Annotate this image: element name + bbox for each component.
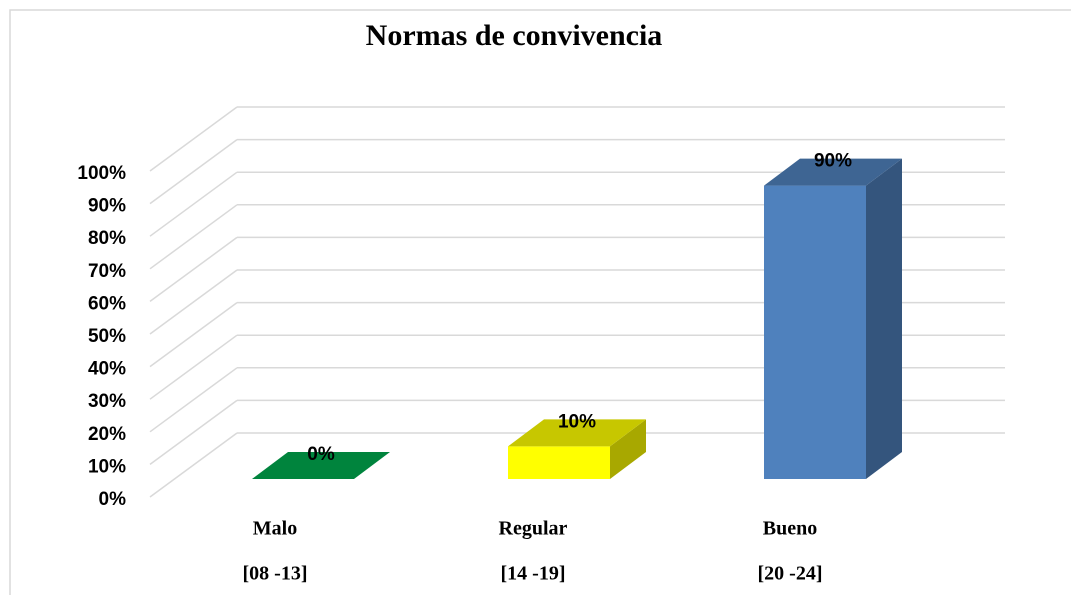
bar-front bbox=[764, 185, 866, 479]
bar-front bbox=[508, 446, 610, 479]
value-label: 0% bbox=[307, 444, 335, 465]
y-tick-label: 60% bbox=[88, 293, 126, 314]
x-tick-sublabel: [08 -13] bbox=[243, 563, 308, 585]
x-tick-label: Regular bbox=[499, 518, 568, 540]
chart-title: Normas de convivencia bbox=[366, 19, 663, 52]
bar-top bbox=[764, 158, 902, 186]
grid-line bbox=[149, 367, 238, 433]
x-tick-sublabel: [20 -24] bbox=[758, 563, 823, 585]
y-tick-label: 20% bbox=[88, 424, 126, 445]
y-tick-label: 90% bbox=[88, 196, 126, 217]
x-tick-label: Malo bbox=[253, 518, 297, 540]
y-tick-label: 100% bbox=[77, 163, 126, 184]
grid-line bbox=[149, 236, 238, 303]
y-tick-label: 70% bbox=[88, 261, 126, 282]
grid-line bbox=[149, 171, 238, 237]
grid-line bbox=[149, 432, 238, 498]
grid-line bbox=[149, 399, 238, 466]
y-tick-label: 30% bbox=[88, 391, 126, 412]
grid-line bbox=[149, 334, 238, 400]
y-tick-label: 80% bbox=[88, 228, 126, 249]
value-label: 90% bbox=[814, 151, 852, 172]
y-tick-label: 10% bbox=[88, 456, 126, 477]
x-tick-sublabel: [14 -19] bbox=[501, 563, 566, 585]
y-tick-label: 50% bbox=[88, 326, 126, 347]
value-label: 10% bbox=[558, 411, 596, 432]
bar-top bbox=[508, 419, 646, 447]
grid-line bbox=[149, 138, 238, 205]
y-tick-label: 40% bbox=[88, 359, 126, 380]
grid-line bbox=[149, 301, 238, 368]
bar-top bbox=[252, 452, 390, 479]
bar-side bbox=[866, 158, 902, 479]
bar-side bbox=[610, 419, 646, 479]
grid-line bbox=[149, 204, 238, 270]
grid-line bbox=[149, 106, 238, 172]
grid-line bbox=[149, 269, 238, 335]
x-tick-label: Bueno bbox=[763, 518, 817, 540]
y-tick-label: 0% bbox=[99, 489, 127, 510]
